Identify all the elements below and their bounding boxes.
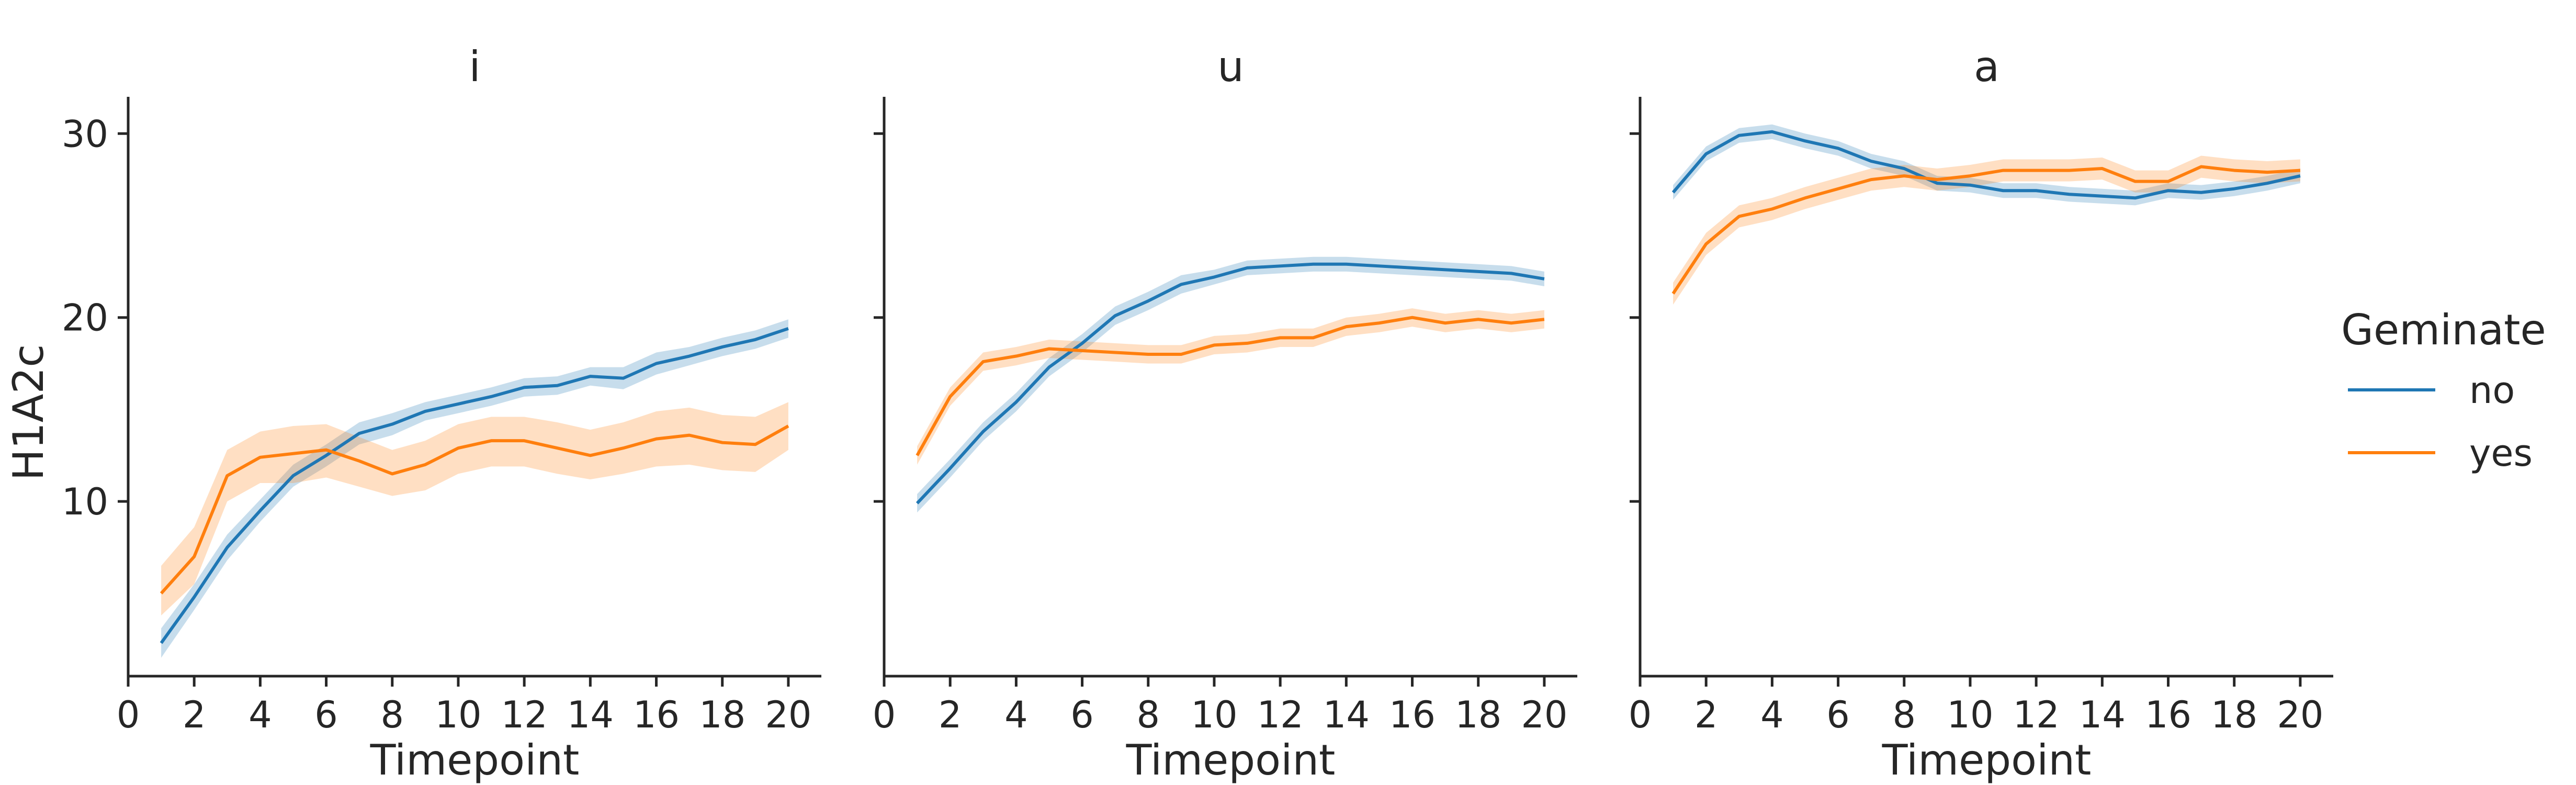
x-tick-label: 16: [633, 693, 680, 736]
x-tick-label: 10: [1191, 693, 1237, 736]
x-tick-label: 20: [765, 693, 811, 736]
legend-label-yes: yes: [2469, 432, 2533, 475]
x-axis-title: Timepoint: [1882, 736, 2092, 784]
x-tick-label: 14: [1323, 693, 1370, 736]
x-tick-label: 0: [1629, 693, 1652, 736]
x-tick-label: 20: [2277, 693, 2323, 736]
x-tick-label: 10: [435, 693, 481, 736]
x-tick-label: 6: [1826, 693, 1850, 736]
x-tick-label: 16: [2145, 693, 2191, 736]
y-tick-label: 20: [62, 297, 108, 340]
x-tick-label: 4: [1760, 693, 1784, 736]
series-line-no: [916, 262, 1545, 504]
x-tick-label: 8: [380, 693, 404, 736]
panel-i: i 10 20 30 0 2 4 6 8 10 12 14 16 18 20 Timepoint: [62, 42, 821, 784]
x-axis-title: Timepoint: [1126, 736, 1336, 784]
x-tick-label: 4: [1004, 693, 1028, 736]
x-tick-label: 10: [1947, 693, 1993, 736]
x-tick-label: 12: [1257, 693, 1304, 736]
x-tick-label: 12: [501, 693, 548, 736]
ci-band-yes: [1673, 155, 2300, 305]
x-tick-label: 14: [567, 693, 614, 736]
series-line-yes: [1671, 165, 2301, 295]
ci-band-no: [917, 256, 1544, 513]
x-tick-label: 4: [248, 693, 272, 736]
y-axis-title: H1A2c: [4, 344, 53, 481]
x-tick-label: 18: [1455, 693, 1501, 736]
x-tick-label: 0: [873, 693, 896, 736]
series-line-no: [160, 327, 789, 644]
series-line-yes: [916, 316, 1545, 456]
y-tick-label: 30: [62, 113, 108, 155]
legend-label-no: no: [2469, 369, 2515, 412]
panel-a: a 0 2 4 6 8 10 12 14 16 18 20 Timepoint: [1629, 42, 2333, 784]
x-tick-label: 6: [314, 693, 338, 736]
panel-title: u: [1217, 42, 1244, 91]
ci-band-no: [161, 319, 788, 658]
x-tick-label: 18: [699, 693, 745, 736]
x-tick-label: 6: [1070, 693, 1094, 736]
x-tick-label: 2: [1694, 693, 1718, 736]
x-axis-title: Timepoint: [370, 736, 580, 784]
ci-band-yes: [917, 308, 1544, 465]
panel-title: i: [469, 42, 480, 91]
x-tick-label: 20: [1521, 693, 1567, 736]
y-tick-label: 10: [62, 480, 108, 523]
legend: Geminate no yes: [2341, 306, 2546, 475]
x-tick-label: 2: [183, 693, 206, 736]
series-line-yes: [160, 424, 789, 595]
x-tick-label: 12: [2013, 693, 2060, 736]
x-tick-label: 16: [1389, 693, 1436, 736]
x-tick-label: 14: [2079, 693, 2126, 736]
x-tick-label: 18: [2211, 693, 2257, 736]
x-tick-label: 0: [117, 693, 140, 736]
panel-u: u 0 2 4 6 8 10 12 14 16 18 20 Timepoint: [873, 42, 1577, 784]
x-tick-label: 8: [1136, 693, 1160, 736]
series-line-no: [1671, 130, 2301, 200]
x-tick-label: 8: [1892, 693, 1916, 736]
ci-band-yes: [161, 402, 788, 616]
x-tick-label: 2: [939, 693, 962, 736]
panel-title: a: [1974, 42, 1999, 91]
ci-band-no: [1673, 124, 2300, 206]
legend-title: Geminate: [2341, 306, 2546, 354]
